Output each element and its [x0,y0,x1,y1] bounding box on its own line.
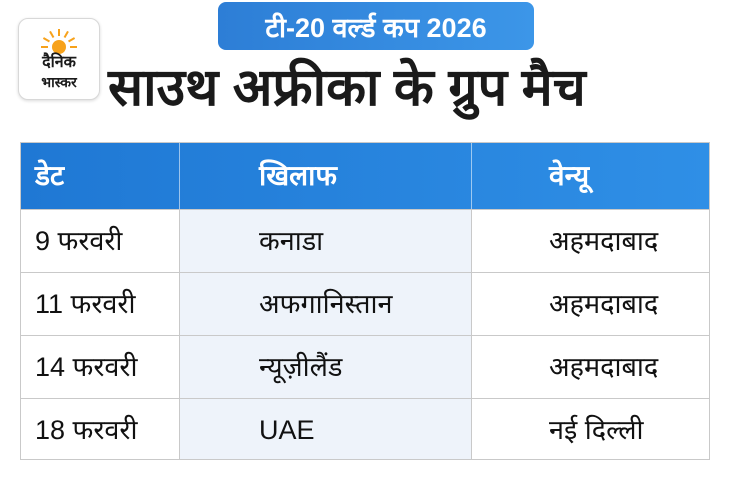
banner-text: टी-20 वर्ल्ड कप 2026 [265,12,487,43]
column-divider [471,210,472,272]
row-band [179,273,471,335]
cell-venue: अहमदाबाद [549,226,659,256]
table-row: 11 फरवरी अफगानिस्तान अहमदाबाद [21,272,709,335]
column-divider [179,336,180,398]
row-band [179,399,471,459]
row-band [179,336,471,398]
cell-venue: अहमदाबाद [549,352,659,382]
sun-icon [41,29,77,54]
cell-date: 14 फरवरी [35,352,138,382]
header-venue: वेन्यू [549,160,590,191]
title-banner: टी-20 वर्ल्ड कप 2026 [218,2,534,50]
match-table: डेट खिलाफ वेन्यू 9 फरवरी कनाडा अहमदाबाद … [20,142,710,460]
table-row: 18 फरवरी UAE नई दिल्ली [21,398,709,459]
row-band [179,210,471,272]
cell-opponent: न्यूज़ीलैंड [259,352,343,382]
cell-date: 11 फरवरी [35,289,136,319]
table-row: 9 फरवरी कनाडा अहमदाबाद [21,209,709,272]
logo-text-line2: भास्कर [41,74,77,90]
table-row: 14 फरवरी न्यूज़ीलैंड अहमदाबाद [21,335,709,398]
cell-opponent: अफगानिस्तान [259,289,393,319]
column-divider [179,273,180,335]
table-header: डेट खिलाफ वेन्यू [21,143,709,209]
column-divider [179,210,180,272]
dainik-bhaskar-logo: दैनिक भास्कर [18,18,100,100]
cell-date: 18 फरवरी [35,415,138,445]
header-opponent: खिलाफ [259,160,337,191]
page-title: साउथ अफ्रीका के ग्रुप मैच [108,59,586,117]
header-date: डेट [35,160,65,191]
logo-text-line1: दैनिक [42,54,76,71]
cell-date: 9 फरवरी [35,226,123,256]
cell-opponent: कनाडा [259,226,324,256]
cell-opponent: UAE [259,415,315,445]
column-divider [471,399,472,459]
column-divider [471,336,472,398]
cell-venue: अहमदाबाद [549,289,659,319]
column-divider [471,273,472,335]
column-divider [179,399,180,459]
cell-venue: नई दिल्ली [549,415,644,445]
header-divider [179,143,180,209]
header-divider [471,143,472,209]
